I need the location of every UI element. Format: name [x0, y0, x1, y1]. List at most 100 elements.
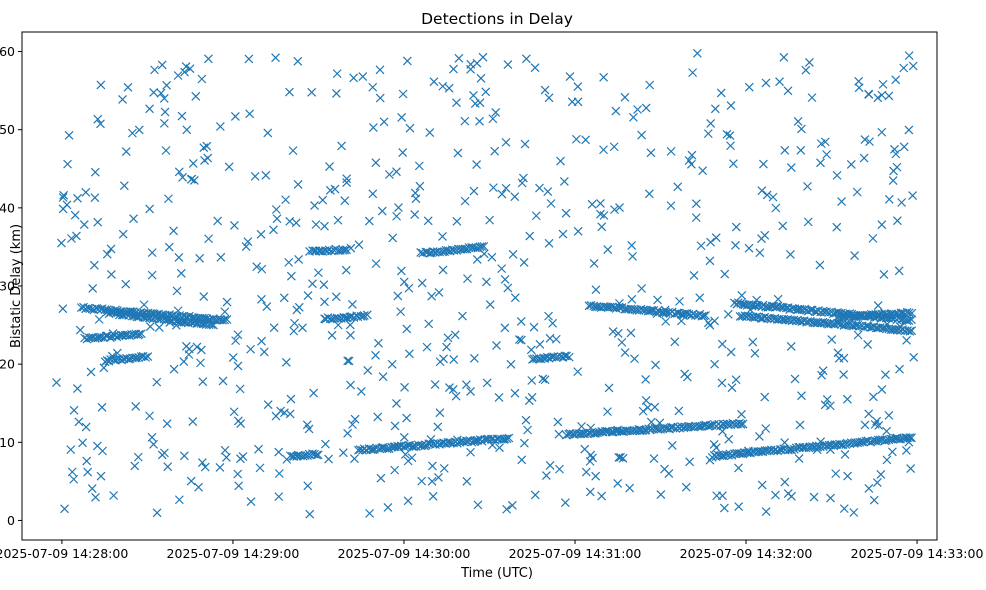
detection-point: [307, 87, 317, 97]
detection-point: [840, 449, 850, 459]
detection-point: [703, 129, 713, 139]
detection-point: [603, 245, 613, 255]
detection-point: [452, 435, 462, 445]
detection-point: [438, 81, 448, 91]
detection-point: [507, 500, 517, 510]
detection-point: [599, 72, 609, 82]
detection-point: [560, 498, 570, 508]
detection-point: [373, 338, 383, 348]
detection-point: [426, 435, 436, 444]
detection-point: [186, 174, 196, 184]
detection-point: [371, 350, 380, 360]
detection-point: [180, 67, 189, 77]
detection-point: [734, 449, 744, 459]
x-tick-label: 2025-07-09 14:33:00: [851, 546, 984, 561]
detection-point: [743, 446, 753, 456]
detection-point: [131, 402, 141, 411]
detection-point: [786, 163, 796, 172]
detection-point: [78, 438, 88, 448]
detection-point: [310, 201, 319, 211]
detection-point: [97, 402, 107, 412]
detection-point: [236, 454, 245, 464]
detection-point: [159, 448, 169, 458]
detection-point: [773, 294, 783, 304]
detection-point: [91, 492, 100, 502]
detection-point: [186, 476, 196, 486]
detection-point: [410, 210, 420, 220]
detection-point: [197, 74, 207, 84]
detection-point: [342, 178, 352, 187]
detection-point: [616, 452, 625, 462]
detection-point: [597, 222, 607, 232]
detection-point: [801, 65, 811, 75]
detection-point: [531, 211, 541, 221]
detection-point: [699, 311, 709, 321]
detection-point: [58, 193, 68, 202]
detection-point: [717, 339, 727, 349]
detection-point: [354, 445, 363, 455]
detection-point: [546, 199, 556, 208]
detection-point: [333, 215, 343, 225]
detection-point: [349, 73, 359, 83]
detection-point: [134, 329, 144, 339]
detection-point: [706, 237, 716, 247]
detection-point: [479, 249, 489, 259]
detection-point: [285, 409, 295, 419]
detection-point: [842, 394, 852, 404]
detection-point: [906, 464, 916, 473]
detection-point: [246, 497, 256, 507]
detection-point: [291, 218, 301, 228]
detection-point: [541, 471, 551, 481]
detection-point: [199, 292, 209, 301]
detection-point: [591, 471, 601, 481]
detection-point: [286, 271, 296, 281]
detection-point: [581, 135, 591, 145]
detection-point: [875, 310, 884, 320]
detection-point: [401, 450, 410, 459]
detection-point: [346, 380, 355, 390]
detection-point: [527, 376, 537, 385]
detection-point: [189, 175, 199, 185]
detection-point: [610, 205, 619, 215]
detection-point: [681, 482, 691, 492]
detection-point: [156, 88, 166, 98]
detection-point: [475, 242, 485, 252]
detection-point: [758, 159, 768, 169]
detection-point: [435, 357, 445, 367]
detection-point: [392, 167, 401, 177]
detection-point: [164, 194, 173, 204]
detection-point: [234, 481, 244, 491]
detection-point: [731, 240, 740, 250]
detection-point: [637, 284, 647, 293]
detection-point: [737, 291, 747, 300]
detection-point: [641, 395, 651, 405]
detection-point: [159, 94, 169, 103]
detection-point: [108, 329, 118, 338]
detection-point: [218, 376, 228, 386]
detection-point: [72, 231, 81, 241]
detection-point: [545, 333, 555, 343]
detection-point: [257, 294, 266, 304]
detection-point: [521, 54, 531, 64]
detection-point: [308, 279, 317, 289]
detection-point: [261, 170, 271, 180]
detection-point: [556, 156, 565, 166]
detection-point: [724, 434, 734, 444]
detection-point: [284, 257, 294, 267]
detection-point: [60, 504, 69, 514]
detection-point: [243, 237, 253, 247]
detection-point: [879, 269, 889, 279]
detection-point: [52, 378, 61, 387]
detection-point: [825, 445, 835, 455]
detection-point: [392, 211, 401, 221]
detection-point: [803, 181, 812, 191]
detection-point: [119, 181, 129, 191]
detection-point: [625, 483, 635, 493]
detection-point: [161, 146, 171, 155]
detection-point: [330, 184, 340, 194]
detection-point: [199, 143, 209, 153]
detection-point: [717, 378, 727, 388]
detection-point: [660, 305, 670, 315]
detection-point: [345, 320, 355, 330]
detection-point: [106, 270, 116, 279]
